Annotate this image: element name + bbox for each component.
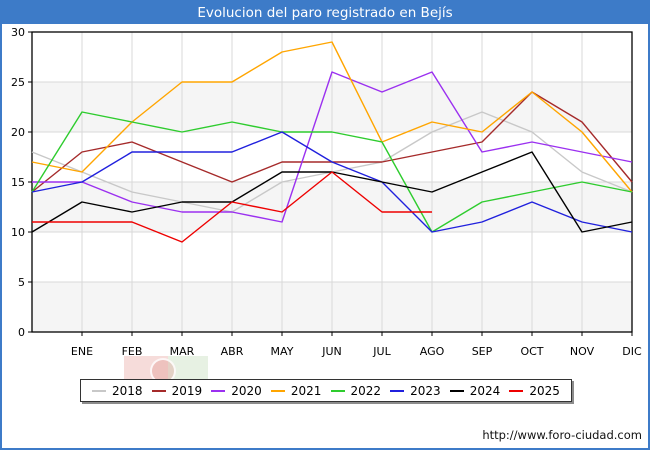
x-tick-label: JUL (372, 345, 391, 358)
x-tick-label: SEP (472, 345, 493, 358)
legend-item-2024: 2024 (449, 383, 501, 398)
legend-label: 2021 (290, 383, 322, 398)
legend-label: 2020 (231, 383, 262, 398)
legend-label: 2024 (469, 383, 501, 398)
y-tick-label: 15 (11, 176, 25, 189)
y-tick-label: 30 (11, 26, 25, 39)
legend-label: 2018 (112, 383, 143, 398)
x-tick-label: ABR (221, 345, 244, 358)
legend-label: 2019 (171, 383, 203, 398)
legend-item-2018: 2018 (92, 384, 143, 398)
y-tick-label: 25 (11, 76, 25, 89)
x-tick-label: NOV (570, 345, 595, 358)
legend-label: 2025 (529, 383, 560, 398)
legend-swatch-2018 (92, 389, 106, 392)
legend-label: 2023 (410, 383, 441, 398)
legend-item-2020: 2020 (211, 384, 262, 398)
page-title: Evolucion del paro registrado en Bejís (2, 2, 648, 24)
legend-swatch-2023 (390, 389, 405, 392)
series-line-2020 (32, 71, 633, 223)
legend-swatch-2025 (509, 389, 524, 392)
x-tick-label: OCT (520, 345, 543, 358)
x-tick-label: AGO (420, 345, 445, 358)
x-tick-label: ENE (71, 345, 93, 358)
legend: 2018 2019 2020 2021 2022 2023 2024 2025 (80, 379, 572, 402)
x-tick-label: MAR (170, 345, 195, 358)
series-line-2023 (31, 131, 633, 233)
legend-label: 2022 (350, 383, 382, 398)
y-tick-label: 10 (11, 226, 25, 239)
legend-item-2019: 2019 (151, 383, 203, 398)
legend-swatch-2021 (270, 389, 285, 392)
y-tick-label: 0 (18, 326, 25, 339)
legend-swatch-2019 (151, 389, 166, 392)
footer-url[interactable]: http://www.foro-ciudad.com (482, 428, 642, 442)
legend-item-2023: 2023 (390, 384, 441, 398)
series-line-2022 (31, 111, 633, 233)
legend-item-2022: 2022 (330, 383, 382, 398)
legend-swatch-2024 (449, 389, 464, 392)
series-line-2025 (32, 171, 432, 243)
x-tick-label: DIC (622, 345, 642, 358)
y-tick-label: 5 (18, 276, 25, 289)
legend-item-2025: 2025 (509, 384, 560, 398)
legend-swatch-2022 (330, 389, 345, 392)
x-tick-label: MAY (271, 345, 294, 358)
legend-item-2021: 2021 (270, 383, 322, 398)
y-tick-label: 20 (11, 126, 25, 139)
legend-swatch-2020 (211, 389, 226, 392)
x-tick-label: JUN (321, 345, 342, 358)
x-tick-label: FEB (122, 345, 143, 358)
